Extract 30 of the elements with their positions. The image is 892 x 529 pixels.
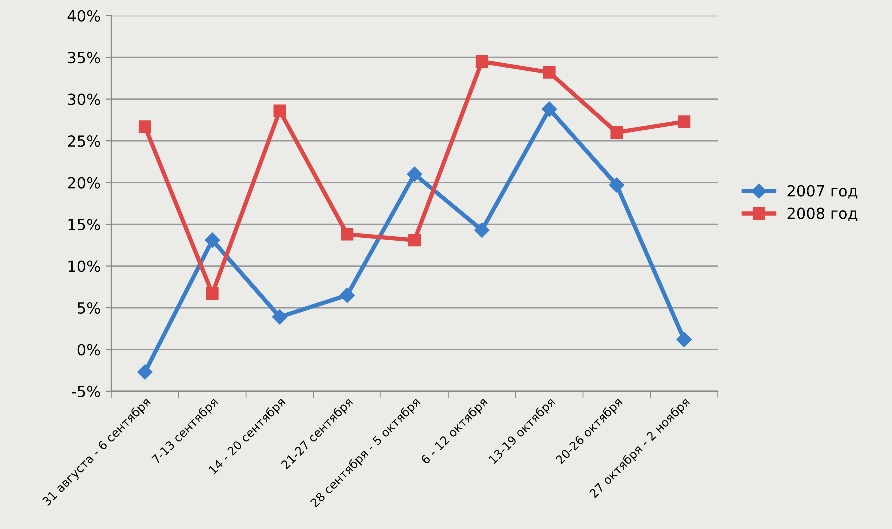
point bbox=[138, 120, 152, 134]
point bbox=[609, 178, 625, 193]
legend-label: 2007 год bbox=[788, 185, 858, 199]
y-tick-label: 40% bbox=[68, 10, 100, 22]
y-tick-label: 25% bbox=[68, 136, 100, 148]
y-tick-label: 15% bbox=[68, 218, 100, 231]
point bbox=[408, 234, 422, 247]
point bbox=[543, 66, 556, 79]
y-tick-label: 35% bbox=[68, 52, 100, 64]
point bbox=[206, 288, 219, 300]
point bbox=[138, 364, 153, 380]
y-tick-label: 0% bbox=[78, 344, 100, 356]
point bbox=[274, 104, 286, 118]
point bbox=[676, 332, 692, 348]
point bbox=[542, 102, 558, 117]
point bbox=[341, 228, 354, 241]
legend-label: 2008 год bbox=[788, 208, 858, 222]
point bbox=[205, 232, 220, 248]
point bbox=[610, 126, 624, 139]
y-tick-label: 10% bbox=[68, 260, 100, 272]
point bbox=[476, 56, 488, 68]
y-tick-label: 20% bbox=[68, 177, 100, 189]
y-tick-label: 5% bbox=[78, 302, 100, 314]
point bbox=[407, 166, 422, 182]
point bbox=[474, 222, 490, 238]
y-tick-label: -5% bbox=[72, 386, 100, 398]
point bbox=[340, 288, 355, 304]
point bbox=[272, 310, 288, 325]
y-tick-label: 30% bbox=[68, 94, 100, 106]
point bbox=[678, 116, 691, 128]
